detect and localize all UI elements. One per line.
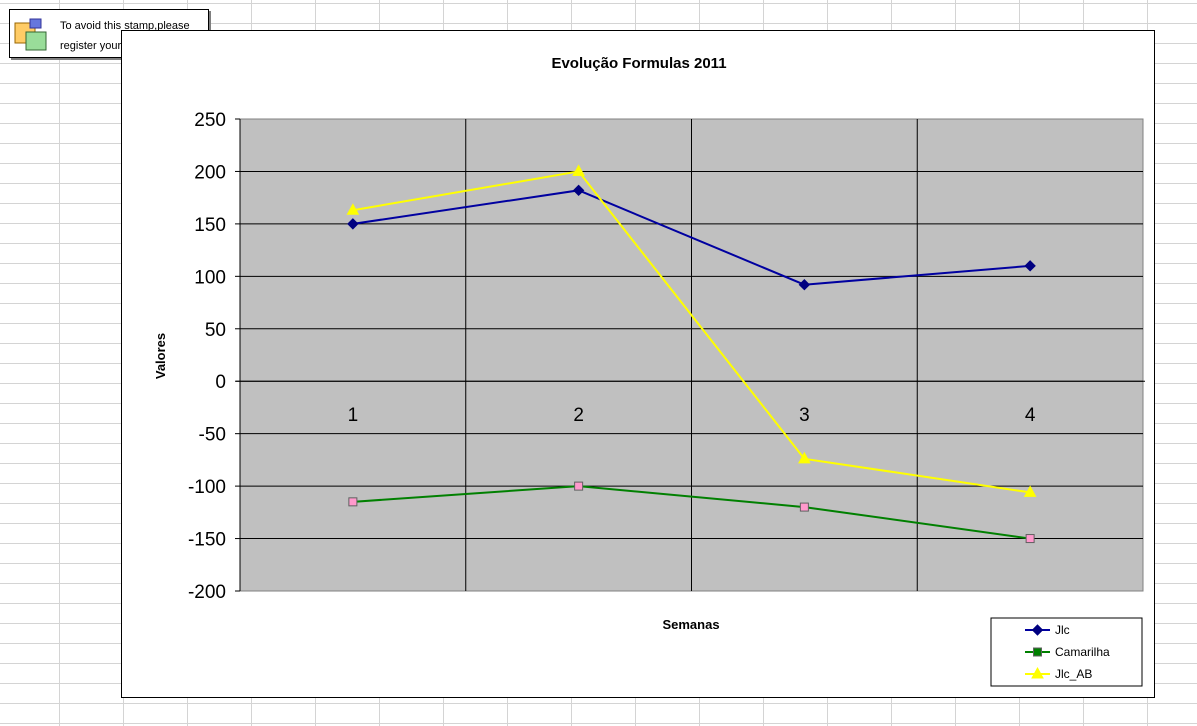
y-tick-label-50: 50 bbox=[205, 320, 226, 341]
legend-label-camarilha: Camarilha bbox=[1055, 645, 1110, 659]
y-tick-label--200: -200 bbox=[188, 582, 226, 603]
series-line-jlc-ab bbox=[352, 170, 1031, 494]
legend-box bbox=[990, 617, 1143, 687]
legend: Jlc Camarilha Jlc_AB bbox=[990, 617, 1143, 687]
series-line-jlc bbox=[352, 189, 1031, 286]
series-line-camarilha bbox=[352, 485, 1031, 540]
y-tick-label-200: 200 bbox=[194, 162, 226, 183]
data-point-camarilha-1 bbox=[348, 497, 358, 507]
data-point-camarilha-4 bbox=[1025, 534, 1035, 544]
data-point-camarilha-3 bbox=[799, 502, 809, 512]
y-axis-ticks: 250 200 150 100 50 0 -50 -100 -150 -200 bbox=[188, 110, 240, 603]
chart-area: Evolução Formulas 2011 250 200 150 100 50 0 -5… bbox=[121, 30, 1155, 698]
x-axis-ticks: 1 2 3 4 bbox=[348, 405, 1036, 426]
stamp-logo-icon bbox=[14, 18, 47, 51]
chart-svg: Evolução Formulas 2011 250 200 150 100 50 0 -5… bbox=[153, 55, 1145, 687]
y-axis-title: Valores bbox=[153, 333, 168, 379]
y-tick-label--50: -50 bbox=[199, 425, 226, 446]
data-point-jlc-ab-4 bbox=[1023, 485, 1037, 497]
data-point-jlc-ab-2 bbox=[572, 164, 585, 176]
chart-title: Evolução Formulas 2011 bbox=[551, 55, 726, 72]
x-tick-label-3: 3 bbox=[799, 405, 810, 426]
legend-marker-jlc-ab bbox=[1031, 666, 1044, 679]
data-point-jlc-ab-3 bbox=[798, 451, 811, 464]
legend-label-jlc: Jlc bbox=[1055, 623, 1070, 637]
x-tick-label-4: 4 bbox=[1025, 405, 1036, 426]
y-tick-label-250: 250 bbox=[194, 110, 226, 131]
y-tick-label-0: 0 bbox=[215, 372, 226, 393]
data-point-jlc-2 bbox=[572, 184, 585, 197]
series-layer bbox=[346, 164, 1037, 544]
data-point-jlc-ab-1 bbox=[346, 203, 360, 215]
legend-label-jlc-ab: Jlc_AB bbox=[1055, 667, 1092, 681]
y-tick-label-100: 100 bbox=[194, 267, 226, 288]
x-axis-title: Semanas bbox=[662, 617, 719, 632]
legend-marker-camarilha bbox=[1033, 647, 1042, 657]
x-tick-label-1: 1 bbox=[348, 405, 359, 426]
stamp-text-line1: To avoid this stamp,please bbox=[60, 20, 190, 32]
x-tick-label-2: 2 bbox=[573, 405, 584, 426]
data-point-jlc-4 bbox=[1024, 260, 1036, 272]
y-tick-label--100: -100 bbox=[188, 477, 226, 498]
grid-lines bbox=[236, 119, 1145, 591]
legend-marker-jlc bbox=[1031, 624, 1044, 636]
data-point-camarilha-2 bbox=[574, 481, 584, 491]
y-tick-label--150: -150 bbox=[188, 530, 226, 551]
data-point-jlc-3 bbox=[798, 279, 811, 291]
data-point-jlc-1 bbox=[347, 218, 359, 230]
y-tick-label-150: 150 bbox=[194, 215, 226, 236]
